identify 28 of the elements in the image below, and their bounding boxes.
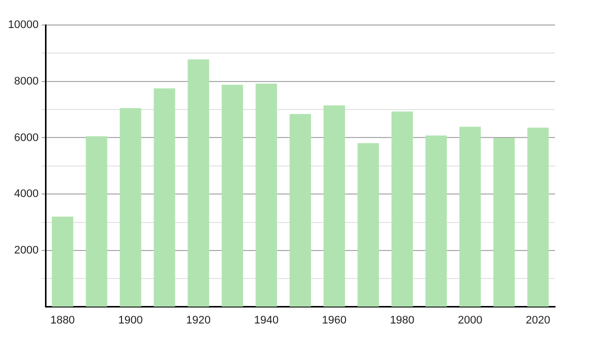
bar [120,108,142,307]
x-tick-label: 1900 [118,314,143,326]
x-tick-label: 1920 [186,314,211,326]
bar [222,84,244,307]
y-tick-label: 10000 [8,19,39,32]
y-tick-label: 4000 [14,188,39,200]
bar [425,135,447,307]
y-tick-label: 8000 [14,75,39,88]
x-tick-label: 1960 [322,314,346,326]
bar [358,143,379,307]
bar [154,88,176,307]
bar [493,138,515,307]
y-tick-label: 2000 [14,244,39,256]
x-tick-label: 1980 [390,314,414,326]
x-tick-label: 1940 [254,314,279,326]
bar [188,59,210,307]
bar [52,216,74,307]
bar [86,136,108,307]
bar [391,112,413,307]
bar [290,114,311,307]
bar [527,128,549,307]
x-tick-label: 1880 [50,314,75,326]
y-tick-label: 6000 [14,132,39,144]
bar [459,126,481,307]
x-tick-label: 2020 [526,314,550,326]
bar [324,105,345,307]
x-tick-label: 2000 [458,314,482,326]
bar [256,84,278,307]
